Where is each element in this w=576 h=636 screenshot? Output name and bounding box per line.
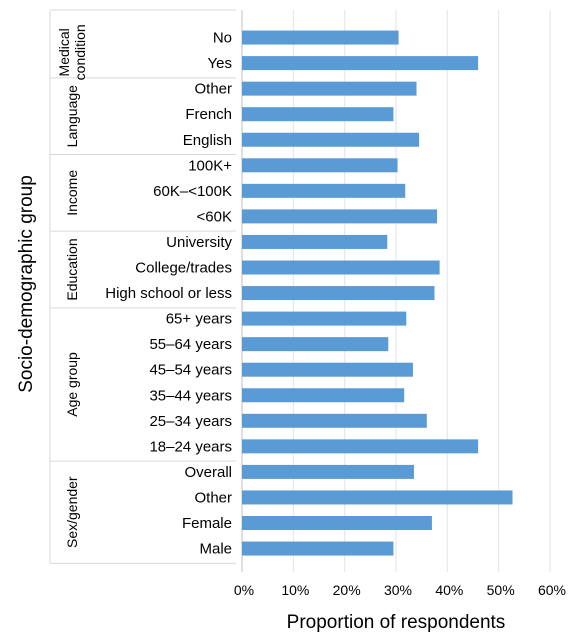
bar (242, 81, 417, 96)
bar (242, 183, 406, 198)
bar (242, 541, 394, 556)
category-labels: No Yes Other French English 100K+ 60K–<100K <60… (105, 30, 232, 558)
x-tick-label: 0% (234, 582, 254, 598)
x-tick-label: 20% (333, 582, 361, 598)
bar (242, 490, 513, 505)
bar (242, 464, 414, 479)
group-separators (49, 9, 236, 564)
group-label: Education (64, 238, 80, 300)
category-label: 25–34 years (149, 413, 232, 430)
bar (242, 388, 405, 403)
bar (242, 337, 389, 352)
bar (242, 209, 438, 224)
bar (242, 516, 432, 530)
bar (242, 107, 394, 122)
bar (242, 234, 388, 249)
x-axis-title: Proportion of respondents (287, 612, 506, 633)
bar (242, 286, 435, 301)
category-label: French (185, 106, 232, 123)
y-axis-title: Socio-demographic group (16, 175, 37, 393)
bar (242, 362, 413, 377)
bar (242, 56, 479, 71)
group-label: Language (64, 85, 80, 148)
category-label: English (183, 132, 232, 149)
category-label: <60K (197, 208, 232, 225)
category-label: 45–54 years (149, 362, 232, 379)
category-label: 100K+ (188, 157, 232, 174)
category-label: High school or less (105, 285, 232, 302)
category-label: Female (182, 515, 232, 532)
category-label: No (213, 30, 232, 47)
group-labels: Medical condition Language Income Education A… (56, 24, 88, 548)
category-label: 65+ years (166, 311, 232, 328)
group-label: Income (64, 170, 80, 216)
group-label: condition (72, 24, 88, 80)
category-label: Yes (208, 55, 232, 72)
group-label: Sex/gender (64, 476, 80, 548)
bar (242, 311, 407, 326)
x-tick-label: 60% (538, 582, 566, 598)
category-label: Male (199, 541, 232, 558)
bar (242, 158, 398, 173)
bar (242, 413, 427, 428)
category-label: 60K–<100K (153, 183, 232, 200)
x-tick-label: 10% (281, 582, 309, 598)
category-label: Other (194, 489, 232, 506)
group-label: Age group (64, 352, 80, 417)
bars (242, 30, 513, 556)
bar (242, 439, 479, 454)
x-tick-label: 50% (487, 582, 515, 598)
x-tick-label: 30% (384, 582, 412, 598)
category-label: 18–24 years (149, 438, 232, 455)
group-label: Medical (56, 28, 72, 76)
bar (242, 30, 399, 45)
x-tick-labels: 0% 10% 20% 30% 40% 50% 60% (234, 582, 566, 598)
bar (242, 132, 420, 147)
category-label: 35–44 years (149, 387, 232, 404)
bar (242, 260, 440, 275)
category-label: University (166, 234, 232, 251)
category-label: College/trades (135, 260, 232, 277)
category-label: 55–64 years (149, 336, 232, 353)
x-tick-label: 40% (435, 582, 463, 598)
category-label: Overall (184, 464, 232, 481)
category-label: Other (194, 81, 232, 98)
